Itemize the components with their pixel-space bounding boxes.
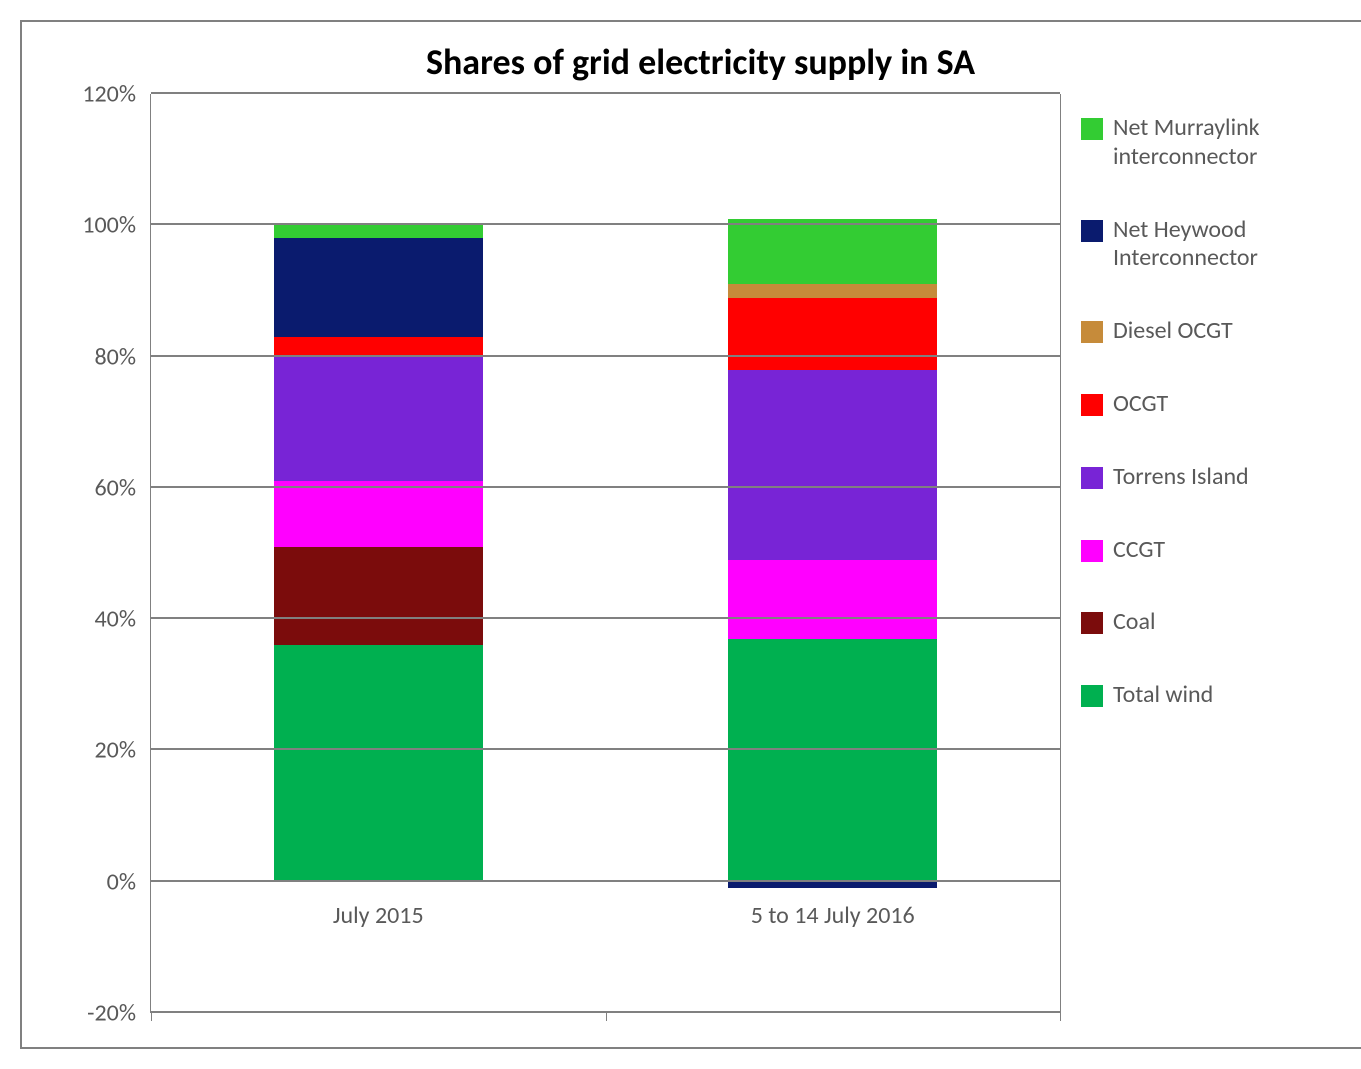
legend-label: Torrens Island xyxy=(1113,463,1249,492)
legend-swatch xyxy=(1081,467,1103,489)
grid-line xyxy=(151,617,1060,619)
y-axis: -20%0%20%40%60%80%100%120% xyxy=(40,94,150,1013)
legend-swatch xyxy=(1081,685,1103,707)
legend-label: Total wind xyxy=(1113,681,1213,710)
x-tick-mark xyxy=(151,1013,152,1021)
legend-label: CCGT xyxy=(1113,536,1165,565)
y-tick-label: 120% xyxy=(82,80,136,109)
legend-item: Total wind xyxy=(1081,681,1361,710)
x-tick-mark xyxy=(606,1013,607,1021)
legend-label: OCGT xyxy=(1113,390,1168,419)
grid-line xyxy=(151,92,1060,94)
y-tick-label: -20% xyxy=(87,999,136,1028)
bar-slot: July 2015 xyxy=(151,94,606,1013)
bar-segment xyxy=(274,238,483,336)
legend-item: CCGT xyxy=(1081,536,1361,565)
legend-item: Diesel OCGT xyxy=(1081,317,1361,346)
y-tick-label: 60% xyxy=(95,473,136,502)
bar-slot: 5 to 14 July 2016 xyxy=(606,94,1061,1013)
y-tick-label: 40% xyxy=(95,605,136,634)
bar-segment xyxy=(274,225,483,238)
stacked-bar xyxy=(274,94,483,1013)
legend-swatch xyxy=(1081,612,1103,634)
bar-segment xyxy=(274,547,483,645)
grid-line xyxy=(151,355,1060,357)
x-category-label: 5 to 14 July 2016 xyxy=(606,901,1061,930)
bar-group: July 20155 to 14 July 2016 xyxy=(151,94,1060,1013)
bar-segment xyxy=(728,219,937,285)
grid-line xyxy=(151,880,1060,882)
grid-line xyxy=(151,486,1060,488)
legend-item: Torrens Island xyxy=(1081,463,1361,492)
legend-item: Net Heywood Interconnector xyxy=(1081,216,1361,274)
stacked-bar xyxy=(728,94,937,1013)
legend-item: Net Murraylink interconnector xyxy=(1081,114,1361,172)
legend-swatch xyxy=(1081,394,1103,416)
x-category-label: July 2015 xyxy=(151,901,606,930)
bar-segment xyxy=(728,882,937,889)
plot-area: July 20155 to 14 July 2016 xyxy=(150,94,1061,1013)
y-tick-label: 20% xyxy=(95,736,136,765)
legend-swatch xyxy=(1081,220,1103,242)
y-tick-label: 0% xyxy=(107,867,136,896)
x-tick-mark xyxy=(1060,1013,1061,1021)
grid-line xyxy=(151,748,1060,750)
chart-container: Shares of grid electricity supply in SA … xyxy=(20,20,1361,1049)
legend-item: OCGT xyxy=(1081,390,1361,419)
bar-segment xyxy=(728,560,937,639)
legend-item: Coal xyxy=(1081,608,1361,637)
legend-swatch xyxy=(1081,118,1103,140)
bar-segment xyxy=(728,298,937,370)
bar-segment xyxy=(728,284,937,297)
legend-swatch xyxy=(1081,321,1103,343)
chart-body: -20%0%20%40%60%80%100%120% July 20155 to… xyxy=(40,94,1361,1013)
y-tick-label: 100% xyxy=(82,211,136,240)
bar-segment xyxy=(274,357,483,482)
bar-segment xyxy=(274,645,483,881)
plot-region: -20%0%20%40%60%80%100%120% July 20155 to… xyxy=(40,94,1061,1013)
bar-segment xyxy=(728,370,937,560)
grid-line xyxy=(151,223,1060,225)
legend-swatch xyxy=(1081,540,1103,562)
legend-label: Net Heywood Interconnector xyxy=(1113,216,1361,274)
bar-segment xyxy=(274,481,483,547)
legend: Net Murraylink interconnector Net Heywood… xyxy=(1061,94,1361,1013)
legend-label: Diesel OCGT xyxy=(1113,317,1233,346)
y-tick-label: 80% xyxy=(95,342,136,371)
bar-segment xyxy=(728,639,937,882)
legend-label: Coal xyxy=(1113,608,1155,637)
legend-label: Net Murraylink interconnector xyxy=(1113,114,1361,172)
chart-title: Shares of grid electricity supply in SA xyxy=(40,40,1361,84)
